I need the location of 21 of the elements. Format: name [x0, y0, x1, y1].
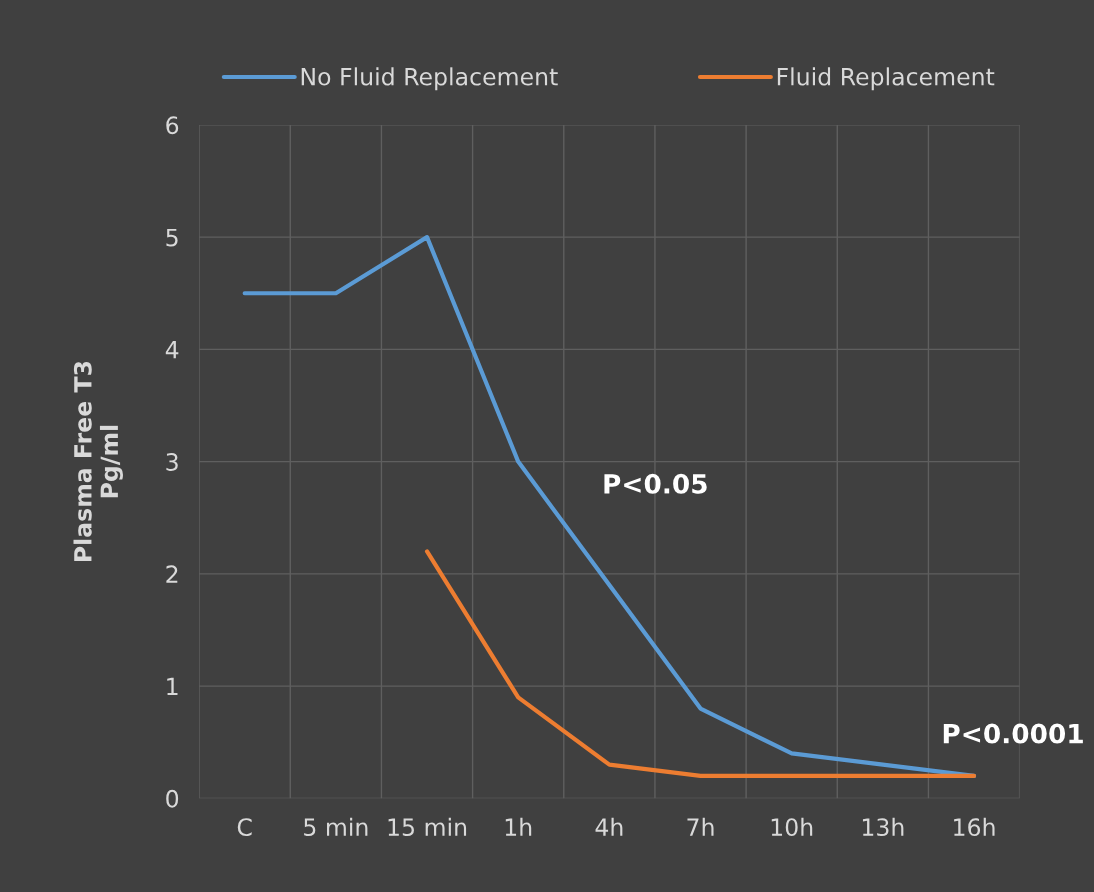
y-tick-label: 1: [167, 677, 178, 696]
x-tick-label: 13h: [862, 817, 904, 837]
y-tick-label: 3: [166, 453, 178, 471]
y-tick-label: 5: [166, 228, 178, 247]
x-tick-label: 7h: [687, 817, 714, 836]
y-tick-label: 2: [166, 565, 178, 583]
y-tick-label: 4: [165, 341, 179, 359]
x-tick-label: C: [237, 818, 252, 837]
x-tick-label: 10h: [771, 817, 813, 837]
annotation: P<0.05: [604, 473, 707, 494]
annotation: P<0.0001: [943, 723, 1083, 744]
x-tick-label: 16h: [954, 817, 995, 837]
y-tick-label: 6: [166, 116, 179, 135]
x-tick-label: 15 min: [388, 817, 467, 837]
y-tick-label: 0: [166, 789, 179, 808]
legend-label: No Fluid Replacement: [301, 67, 558, 91]
x-tick-label: 5 min: [304, 817, 368, 837]
y-axis-title: Plasma Free T3 Pg/ml: [73, 361, 123, 562]
x-tick-label: 1h: [505, 817, 532, 836]
legend-label: Fluid Replacement: [777, 67, 995, 91]
x-tick-label: 4h: [595, 817, 623, 836]
